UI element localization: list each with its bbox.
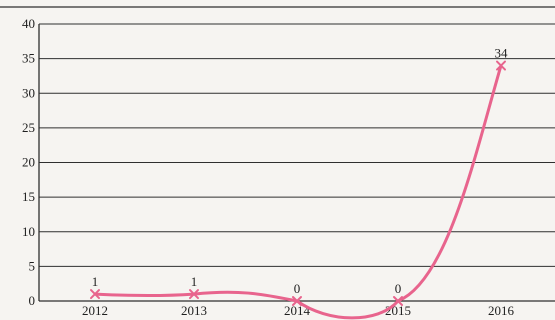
- y-tick-labels: 0 5 10 15 20 25 30 35 40: [22, 16, 35, 308]
- y-tick-label-5: 5: [29, 258, 36, 273]
- y-tick-label-20: 20: [22, 155, 35, 170]
- data-labels: 1 1 0 0 34: [92, 46, 508, 296]
- x-tick-label-2012: 2012: [82, 303, 108, 318]
- axes: [0, 6, 555, 302]
- y-tick-label-40: 40: [22, 16, 35, 31]
- data-point-2013: [189, 289, 199, 300]
- marker-x-stroke-b: [90, 289, 100, 300]
- y-tick-label-30: 30: [22, 85, 35, 100]
- data-label-2013: 1: [191, 274, 198, 289]
- y-tick-label-35: 35: [22, 51, 35, 66]
- marker-x-stroke-b: [496, 60, 506, 71]
- y-tick-label-10: 10: [22, 224, 35, 239]
- x-tick-label-2016: 2016: [488, 303, 515, 318]
- data-markers: [90, 60, 506, 306]
- x-tick-labels: 2012 2013 2014 2015 2016: [82, 303, 515, 318]
- gridlines: [39, 23, 555, 267]
- x-tick-label-2015: 2015: [385, 303, 411, 318]
- y-tick-label-25: 25: [22, 120, 35, 135]
- y-tick-label-0: 0: [29, 293, 36, 308]
- data-label-2014: 0: [294, 281, 301, 296]
- data-point-2015: [393, 296, 403, 306]
- marker-x-stroke-b: [292, 296, 302, 306]
- data-label-2016: 34: [495, 46, 509, 61]
- x-tick-label-2013: 2013: [181, 303, 207, 318]
- y-tick-label-15: 15: [22, 189, 35, 204]
- series-line: [93, 64, 503, 320]
- marker-x-stroke-b: [393, 296, 403, 306]
- marker-x-stroke-b: [189, 289, 199, 300]
- data-label-2015: 0: [395, 281, 402, 296]
- data-point-2014: [292, 296, 302, 306]
- data-label-2012: 1: [92, 274, 99, 289]
- data-point-2016: [496, 60, 506, 71]
- data-point-2012: [90, 289, 100, 300]
